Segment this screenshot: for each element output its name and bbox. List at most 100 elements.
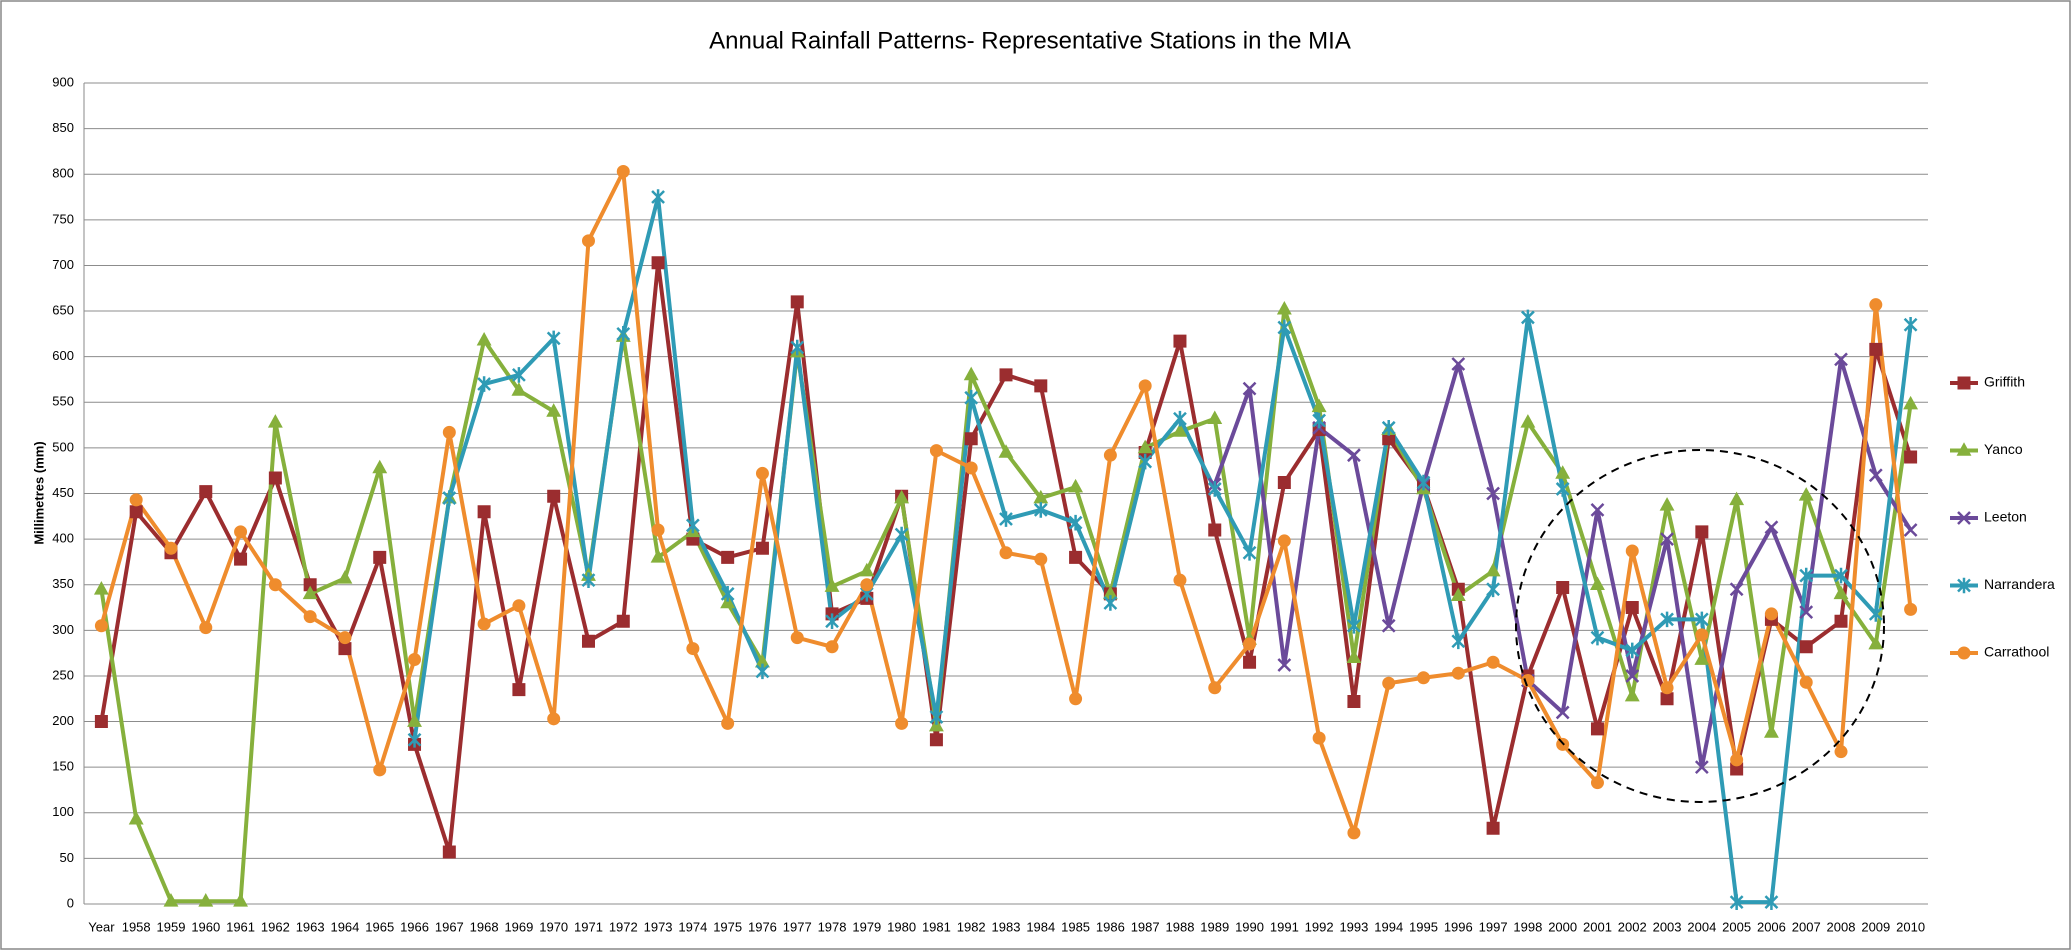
y-tick-label: 900 [52, 74, 74, 89]
x-tick-label: 1998 [1513, 919, 1542, 934]
data-point [650, 549, 666, 563]
data-point [999, 546, 1013, 560]
data-point [268, 471, 282, 485]
x-tick-label: 1982 [957, 919, 986, 934]
data-point [1486, 486, 1500, 501]
x-tick-label: 1967 [435, 919, 464, 934]
data-point [1173, 573, 1187, 587]
data-point [1799, 605, 1814, 619]
data-point [1590, 503, 1605, 517]
data-point [616, 164, 630, 178]
data-point [547, 489, 561, 503]
x-tick-label: 1961 [226, 919, 255, 934]
data-point [1521, 674, 1535, 687]
y-tick-label: 850 [52, 120, 74, 135]
data-point [790, 339, 805, 356]
data-point [928, 717, 944, 732]
data-point [372, 459, 388, 474]
data-point [1068, 514, 1083, 531]
data-point [1486, 821, 1500, 835]
y-tick-label: 450 [52, 485, 74, 500]
y-axis-label: Millimetres (mm) [31, 441, 46, 544]
data-point [1869, 342, 1883, 356]
x-tick-label: 1974 [678, 919, 707, 934]
data-point [1764, 520, 1779, 535]
legend-marker [1957, 376, 1971, 390]
data-point [302, 585, 318, 600]
data-point [1485, 562, 1501, 577]
data-point [1172, 423, 1188, 437]
data-point [267, 414, 283, 428]
data-point [1173, 334, 1187, 348]
legend-marker [1956, 442, 1972, 456]
x-tick-label: 1997 [1479, 919, 1508, 934]
legend-label: Yanco [1984, 441, 2023, 457]
data-point [233, 893, 249, 907]
x-tick-label: 2008 [1827, 919, 1856, 934]
data-point [1833, 585, 1849, 600]
data-point [1417, 671, 1431, 685]
x-tick-label: 2010 [1896, 919, 1925, 934]
x-tick-label: 1985 [1061, 919, 1090, 934]
data-point [373, 550, 387, 564]
data-point [1555, 481, 1570, 497]
x-tick-label: 1990 [1235, 919, 1264, 934]
data-point [929, 733, 943, 747]
data-point [1695, 525, 1709, 539]
data-point [476, 332, 492, 346]
data-point [337, 570, 353, 584]
data-point [1068, 478, 1084, 493]
data-point [651, 256, 665, 270]
data-point [1625, 544, 1639, 558]
data-point [1034, 379, 1048, 393]
data-point [1590, 576, 1605, 591]
data-point [199, 485, 213, 499]
data-point [512, 599, 526, 613]
data-point [1798, 487, 1814, 501]
data-point [1694, 651, 1710, 665]
data-point [373, 763, 387, 777]
data-point [755, 541, 769, 555]
data-point [1660, 532, 1674, 546]
data-point [1276, 300, 1292, 315]
data-point [1451, 633, 1466, 650]
data-point [651, 523, 665, 537]
x-tick-label: 1975 [713, 919, 742, 934]
data-point [1764, 894, 1779, 910]
data-point [1555, 465, 1571, 479]
x-tick-label: 2002 [1618, 919, 1647, 934]
data-point [685, 517, 700, 534]
x-tick-label: 1965 [365, 919, 394, 934]
x-tick-label: 1960 [191, 919, 220, 934]
data-point [720, 594, 736, 609]
data-point [721, 716, 735, 730]
data-point [1103, 595, 1118, 611]
data-point [964, 432, 978, 446]
data-point [790, 631, 804, 645]
data-point [929, 709, 944, 725]
data-point [1450, 587, 1466, 601]
data-point [477, 376, 491, 392]
data-point [963, 366, 979, 381]
y-tick-label: 250 [52, 667, 74, 682]
data-point [1694, 760, 1709, 775]
data-point [94, 619, 108, 633]
data-point [1347, 617, 1361, 634]
x-tick-label: 1996 [1444, 919, 1473, 934]
data-point [894, 489, 910, 504]
data-point [547, 712, 561, 726]
x-tick-label: 1963 [296, 919, 325, 934]
x-tick-label: 2003 [1653, 919, 1682, 934]
data-point [1034, 552, 1048, 566]
data-point [546, 330, 561, 347]
data-point [1033, 502, 1048, 518]
data-point [1208, 523, 1222, 537]
data-point [1834, 352, 1848, 367]
legend-marker [1957, 577, 1971, 594]
data-point [408, 653, 422, 667]
x-tick-label: 2004 [1687, 919, 1716, 934]
x-tick-label: 2007 [1792, 919, 1821, 934]
data-point [1242, 544, 1257, 561]
x-tick-label: 1971 [574, 919, 603, 934]
data-point [1242, 381, 1257, 396]
